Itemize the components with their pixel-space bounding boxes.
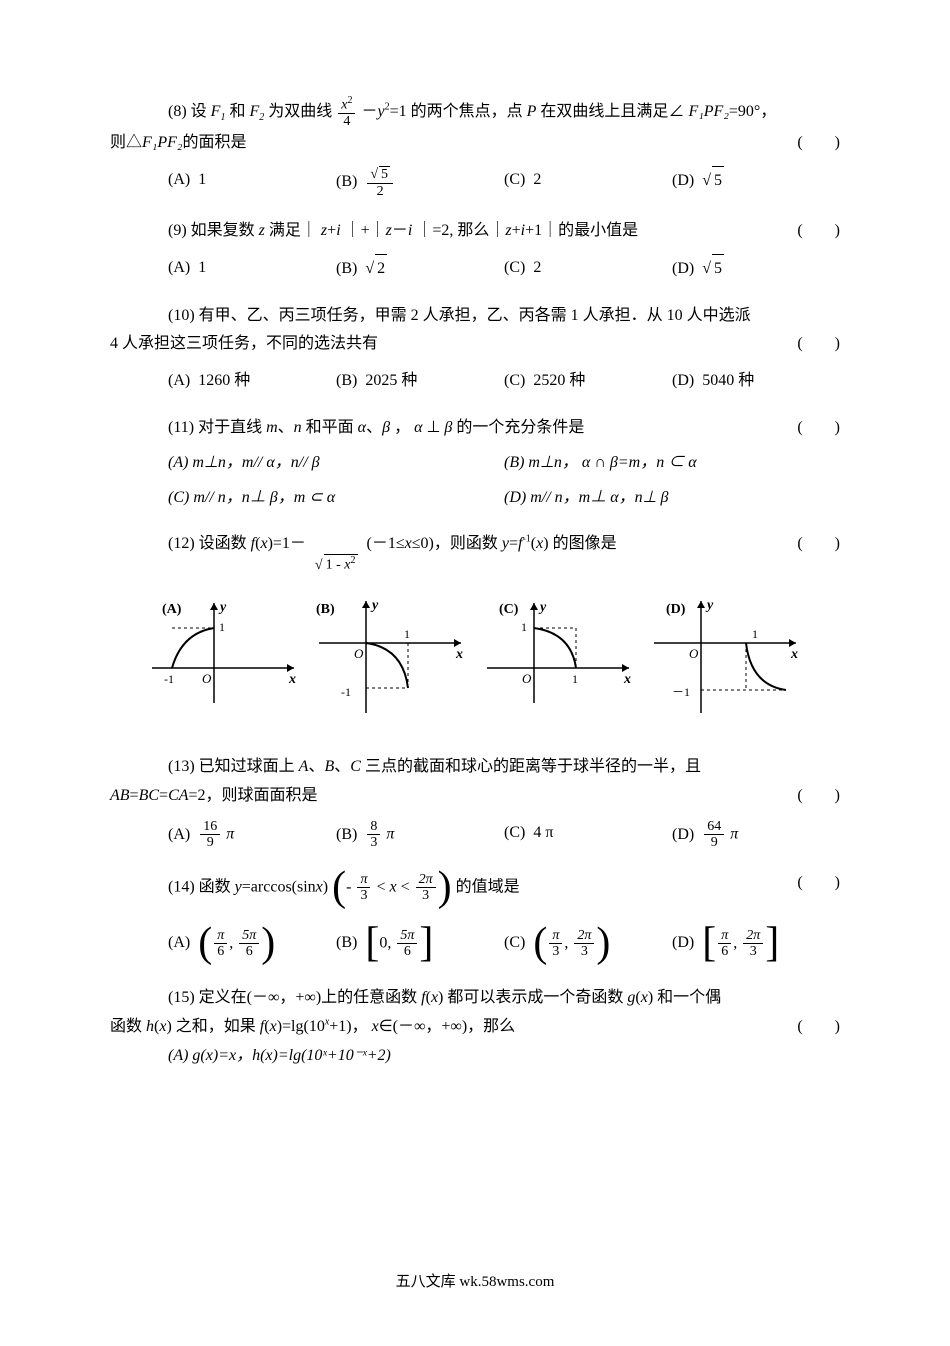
svg-text:(A): (A) [162,602,182,617]
svg-text:y: y [705,598,714,613]
graph-d: (D) y x O 1 －1 [646,593,806,723]
blank-paren: ( ) [797,869,840,898]
graph-b: (B) y x O 1 -1 [311,593,471,723]
svg-text:－1: －1 [672,685,690,699]
q13-options: (A)169 π (B)83 π (C)4 π (D)649 π [110,819,840,851]
svg-text:y: y [538,600,547,615]
svg-text:x: x [455,647,463,662]
svg-text:x: x [790,647,798,662]
q9-options: (A)1 (B)√2 (C)2 (D)√5 [110,254,840,284]
svg-text:1: 1 [404,627,410,641]
svg-text:O: O [522,671,532,686]
blank-paren: ( ) [797,129,840,158]
svg-text:1: 1 [219,620,225,634]
svg-text:x: x [623,672,631,687]
blank-paren: ( ) [797,782,840,811]
svg-text:O: O [202,671,212,686]
q15-option-a: (A) g(x)=x，h(x)=lg(10ˣ+10⁻ˣ+2) [110,1042,840,1071]
q11-options: (A) m⊥n，m// α，n// β (B) m⊥n， α ∩ β=m，n ⊂… [110,449,840,478]
blank-paren: ( ) [797,530,840,559]
question-9: (9) 如果复数 z 满足｜ z+i ｜+｜z－i ｜=2, 那么｜z+i+1｜… [110,217,840,284]
svg-text:(C): (C) [499,602,519,617]
question-13: (13) 已知过球面上 A、B、C 三点的截面和球心的距离等于球半径的一半，且 … [110,753,840,850]
svg-text:O: O [689,646,699,661]
svg-text:O: O [354,646,364,661]
svg-text:1: 1 [572,672,578,686]
svg-text:-1: -1 [341,685,351,699]
q12-graphs: (A) y x O 1 -1 (B) y x O 1 -1 [140,593,810,723]
graph-c: (C) y x O 1 1 [479,593,639,723]
svg-text:(B): (B) [316,602,335,617]
svg-text:x: x [288,672,296,687]
svg-text:y: y [218,600,227,615]
question-11: (11) 对于直线 m、n 和平面 α、β ， α ⊥ β 的一个充分条件是 (… [110,414,840,512]
q8-options: (A)1 (B)√52 (C)2 (D)√5 [110,166,840,199]
q10-options: (A)1260 种 (B)2025 种 (C)2520 种 (D)5040 种 [110,367,840,396]
svg-text:y: y [370,598,379,613]
svg-text:(D): (D) [666,602,686,617]
question-12: (12) 设函数 f(x)=1－ √1 - x2 (－1≤x≤0)，则函数 y=… [110,530,840,723]
question-15: (15) 定义在(－∞，+∞)上的任意函数 f(x) 都可以表示成一个奇函数 g… [110,984,840,1070]
question-8: (8) 设 F1 和 F2 为双曲线 x24 －y2=1 的两个焦点，点 P 在… [110,95,840,199]
question-10: (10) 有甲、乙、丙三项任务，甲需 2 人承担，乙、丙各需 1 人承担．从 1… [110,302,840,396]
question-14: (14) 函数 y=arccos(sinx) (- π3 < x < 2π3) … [110,869,840,963]
blank-paren: ( ) [797,1013,840,1042]
svg-text:1: 1 [752,627,758,641]
svg-text:1: 1 [521,620,527,634]
svg-text:-1: -1 [164,672,174,686]
graph-a: (A) y x O 1 -1 [144,593,304,723]
q14-options: (A)(π6, 5π6) (B)[0, 5π6] (C)(π3, 2π3) (D… [110,925,840,963]
blank-paren: ( ) [797,217,840,246]
q8-text: (8) 设 F1 和 F2 为双曲线 x24 －y2=1 的两个焦点，点 P 在… [168,103,776,120]
page-footer: 五八文库 wk.58wms.com [0,1269,950,1296]
blank-paren: ( ) [797,414,840,443]
blank-paren: ( ) [797,330,840,359]
